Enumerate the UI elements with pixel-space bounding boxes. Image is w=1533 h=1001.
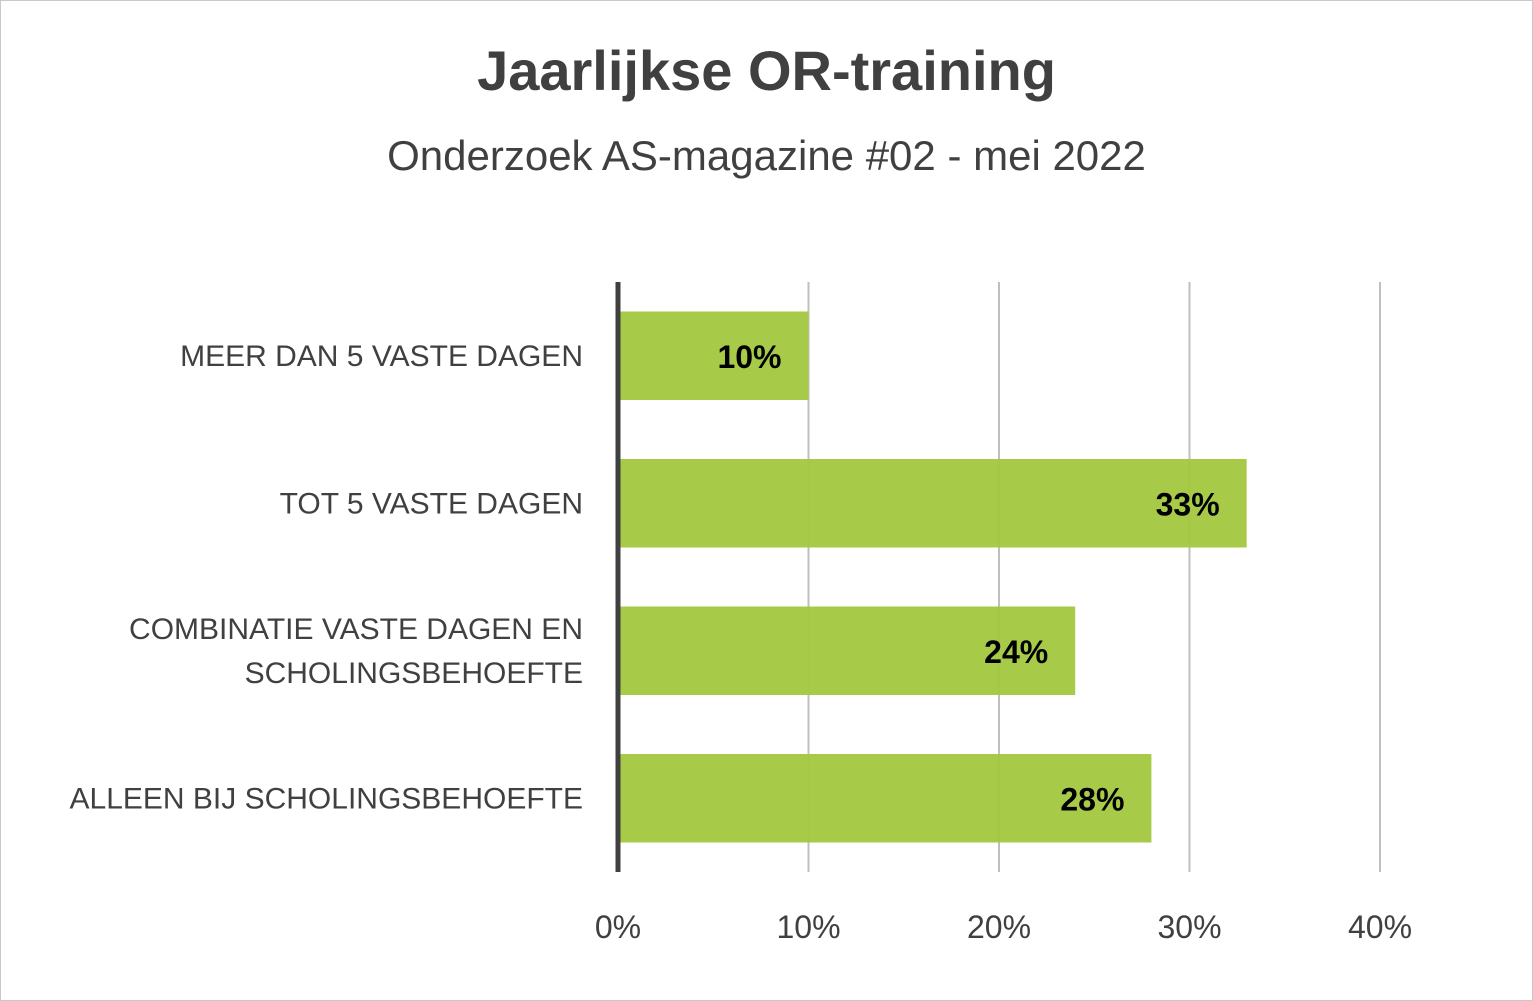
category-label: SCHOLINGSBEHOEFTE bbox=[245, 657, 583, 690]
category-label: TOT 5 VASTE DAGEN bbox=[280, 487, 583, 520]
x-tick-label: 10% bbox=[776, 909, 840, 945]
category-label: ALLEEN BIJ SCHOLINGSBEHOEFTE bbox=[70, 782, 583, 815]
bar bbox=[618, 459, 1247, 548]
chart-title: Jaarlijkse OR-training bbox=[477, 39, 1056, 102]
bar bbox=[618, 754, 1152, 843]
bar bbox=[618, 606, 1076, 695]
x-tick-label: 30% bbox=[1157, 909, 1221, 945]
data-label: 33% bbox=[1156, 486, 1220, 522]
data-label: 24% bbox=[984, 634, 1048, 670]
x-tick-label: 20% bbox=[967, 909, 1031, 945]
bar bbox=[618, 311, 809, 400]
data-label: 28% bbox=[1060, 781, 1124, 817]
data-label: 10% bbox=[717, 339, 781, 375]
category-label: MEER DAN 5 VASTE DAGEN bbox=[180, 340, 583, 373]
x-tick-label: 0% bbox=[595, 909, 641, 945]
x-tick-label: 40% bbox=[1348, 909, 1412, 945]
category-label: COMBINATIE VASTE DAGEN EN bbox=[129, 613, 583, 646]
chart-subtitle: Onderzoek AS-magazine #02 - mei 2022 bbox=[387, 132, 1146, 179]
